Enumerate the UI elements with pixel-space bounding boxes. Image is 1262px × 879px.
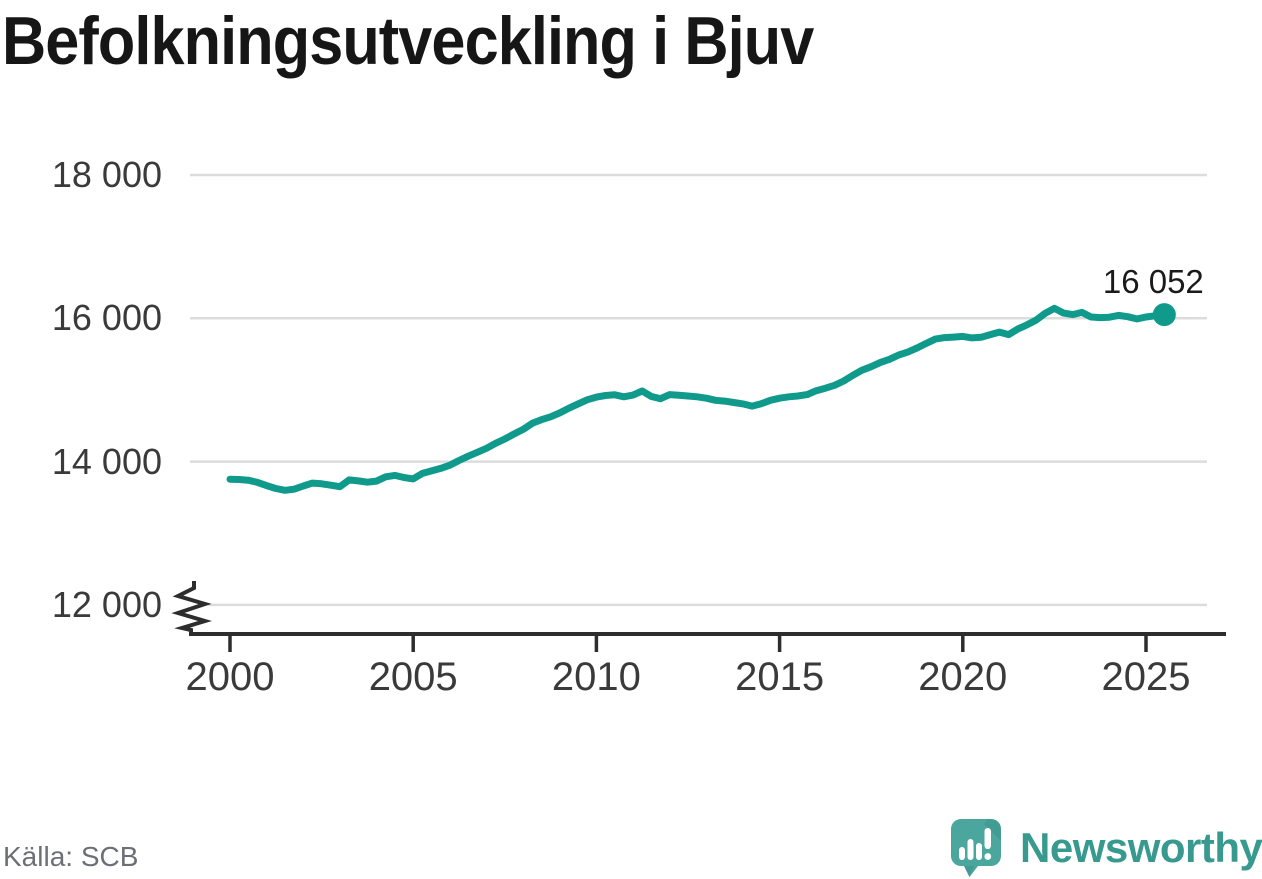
newsworthy-logo: Newsworthy xyxy=(950,818,1262,878)
newsworthy-bubble-barchart-icon xyxy=(951,819,1001,877)
y-tick-label: 18 000 xyxy=(51,154,162,195)
chart-title: Befolkningsutveckling i Bjuv xyxy=(2,3,814,79)
exclamation-bar-icon xyxy=(984,828,991,849)
x-tick-label: 2015 xyxy=(735,655,825,699)
exclamation-dot-icon xyxy=(984,853,992,860)
x-tick-label: 2020 xyxy=(918,655,1008,699)
y-tick-label: 12 000 xyxy=(51,583,162,625)
x-tick-label: 2005 xyxy=(368,655,458,699)
x-tick-label: 2000 xyxy=(185,655,275,699)
bar-icon-1 xyxy=(959,847,965,860)
newsworthy-wordmark: Newsworthy xyxy=(1020,824,1262,871)
y-tick-label: 14 000 xyxy=(51,440,162,482)
x-tick-label: 2025 xyxy=(1101,655,1191,699)
bar-icon-2 xyxy=(967,839,974,860)
data-line xyxy=(226,304,1168,494)
source-attribution: Källa: SCB xyxy=(3,841,139,872)
axis-break-icon xyxy=(171,581,212,633)
bar-icon-3 xyxy=(976,843,982,860)
end-dot xyxy=(1152,303,1176,327)
bubble-tail-shade xyxy=(964,866,974,877)
y-tick-label: 16 000 xyxy=(51,297,162,339)
end-value-label: 16 052 xyxy=(1102,262,1204,300)
bubble-fold-shade xyxy=(984,819,1001,841)
x-tick-label: 2010 xyxy=(551,655,641,699)
